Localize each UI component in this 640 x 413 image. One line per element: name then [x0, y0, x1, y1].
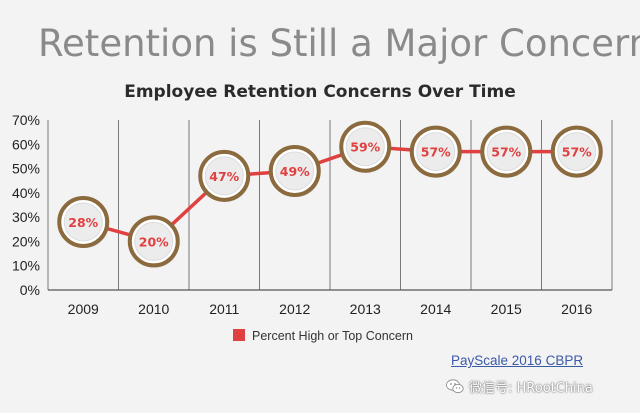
data-point: 47% — [198, 149, 251, 202]
x-tick-label: 2016 — [561, 301, 592, 317]
x-tick-label: 2013 — [350, 301, 381, 317]
data-point: 57% — [550, 125, 603, 178]
data-point: 49% — [268, 145, 321, 197]
data-label: 59% — [350, 140, 380, 155]
point-inner — [275, 151, 315, 191]
point-inner — [486, 132, 526, 172]
y-tick-label: 60% — [12, 136, 40, 152]
watermark-text: 微信号: HRootChina — [469, 381, 593, 396]
point-inner — [557, 132, 597, 172]
point-inner — [204, 156, 244, 196]
y-tick-label: 50% — [12, 161, 40, 177]
x-tick-label: 2009 — [68, 301, 99, 317]
y-tick-label: 20% — [12, 233, 40, 249]
point-layer: 28% 20% 47% 49% 59% 57% 57% 57% — [57, 120, 603, 268]
x-tick-label: 2010 — [138, 301, 169, 317]
data-label: 57% — [562, 145, 592, 160]
data-point: 57% — [480, 125, 533, 178]
watermark: 微信号: HRootChina — [446, 377, 593, 396]
legend-layer: Percent High or Top Concern — [233, 329, 413, 343]
y-tick-label: 70% — [12, 112, 40, 128]
data-label: 57% — [491, 145, 521, 160]
x-tick-label: 2012 — [279, 301, 310, 317]
x-tick-label: 2015 — [491, 301, 522, 317]
point-inner — [345, 127, 385, 167]
point-inner — [416, 132, 456, 172]
data-label: 28% — [68, 215, 98, 230]
y-tick-label: 40% — [12, 185, 40, 201]
data-label: 47% — [209, 169, 239, 184]
x-tick-label: 2011 — [209, 301, 239, 317]
data-label: 57% — [421, 145, 451, 160]
slide-title: Retention is Still a Major Concern — [38, 22, 640, 65]
legend-swatch — [233, 329, 245, 341]
data-point: 20% — [127, 215, 180, 268]
point-inner — [63, 202, 103, 242]
data-point: 28% — [57, 196, 110, 248]
y-tick-label: 0% — [20, 282, 40, 298]
point-inner — [134, 221, 174, 261]
data-label: 49% — [280, 164, 310, 179]
x-tick-label: 2014 — [420, 301, 451, 317]
wechat-icon — [446, 379, 464, 394]
y-tick-label: 10% — [12, 258, 40, 274]
axis-layer: 0% 10% 20% 30% 40% 50% 60% 70% 2009 2010 2011 2012 2… — [12, 112, 612, 317]
chart-title: Employee Retention Concerns Over Time — [124, 82, 516, 102]
data-point: 57% — [409, 125, 462, 178]
data-point: 59% — [339, 120, 392, 173]
legend-label: Percent High or Top Concern — [252, 329, 413, 343]
y-tick-label: 30% — [12, 209, 40, 225]
data-label: 20% — [139, 234, 169, 249]
source-link[interactable]: PayScale 2016 CBPR — [451, 353, 584, 368]
